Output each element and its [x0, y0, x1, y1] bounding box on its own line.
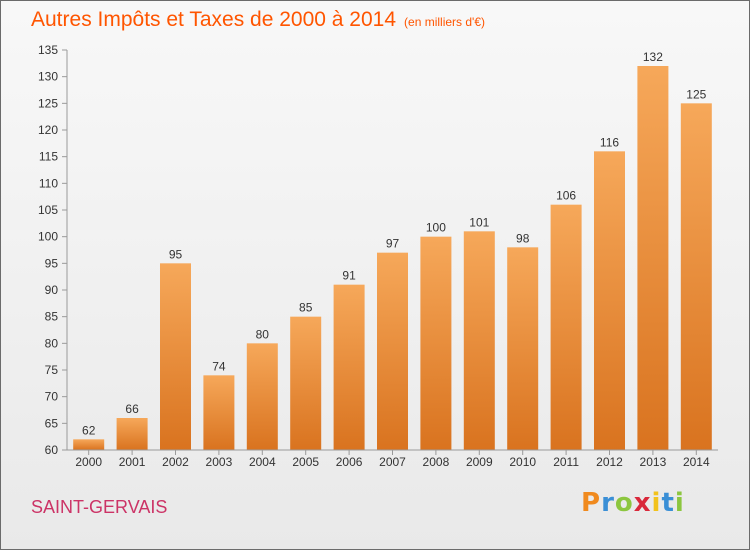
bar-value-label: 95: [169, 247, 183, 261]
chart-subtitle: (en milliers d'€): [404, 15, 486, 29]
x-tick-label: 2002: [162, 455, 189, 469]
bar: [550, 204, 582, 450]
y-tick-label: 95: [45, 256, 59, 270]
y-tick-label: 70: [45, 390, 59, 404]
bar: [420, 236, 452, 450]
x-tick-label: 2005: [292, 455, 319, 469]
bar: [507, 247, 539, 450]
bar: [160, 263, 191, 450]
y-tick-label: 120: [38, 123, 58, 137]
bar-value-label: 100: [426, 221, 446, 235]
y-tick-label: 125: [38, 96, 58, 110]
bar: [333, 284, 365, 450]
bar-value-label: 91: [342, 269, 356, 283]
brand-letter: i: [651, 488, 662, 518]
x-tick-label: 2014: [683, 455, 710, 469]
x-tick-label: 2011: [553, 455, 579, 469]
y-tick-label: 80: [45, 336, 59, 350]
x-tick-label: 2006: [336, 455, 363, 469]
bar-value-label: 74: [212, 359, 226, 373]
y-tick-label: 75: [45, 363, 59, 377]
bar-value-label: 106: [556, 189, 576, 203]
brand-letter: o: [614, 488, 634, 518]
y-tick-label: 130: [38, 70, 58, 84]
axes-group: 60 65 70 75 80 85 90 95 100 105 110 115 120 125 130 135…: [38, 43, 718, 469]
x-tick-label: 2000: [75, 455, 102, 469]
bar-value-label: 97: [386, 237, 400, 251]
chart-title: Autres Impôts et Taxes de 2000 à 2014 (en…: [31, 8, 485, 32]
brand-letter: t: [661, 488, 675, 518]
bar-value-label: 80: [256, 327, 270, 341]
bar: [290, 316, 322, 450]
y-tick-label: 110: [39, 176, 58, 190]
brand-letter: r: [601, 488, 615, 518]
bar: [637, 66, 669, 450]
y-tick-label: 115: [39, 150, 58, 164]
bar-value-label: 85: [299, 301, 313, 315]
bar: [246, 343, 278, 450]
x-tick-label: 2001: [119, 455, 146, 469]
y-tick-label: 85: [45, 310, 59, 324]
bar-value-label: 101: [469, 215, 489, 229]
bar: [594, 151, 625, 451]
brand-letter: P: [581, 488, 602, 518]
x-tick-label: 2012: [596, 455, 623, 469]
bar: [73, 439, 105, 450]
x-tick-label: 2013: [640, 455, 667, 469]
brand-logo: Proxiti: [581, 488, 685, 518]
bar-value-label: 62: [82, 423, 96, 437]
bar: [203, 375, 235, 450]
bar-value-label: 98: [516, 231, 530, 245]
bar-value-label: 132: [643, 50, 663, 64]
y-tick-label: 135: [38, 43, 58, 57]
x-tick-label: 2007: [379, 455, 406, 469]
bar-value-label: 116: [600, 135, 619, 149]
commune-name: SAINT-GERVAIS: [31, 497, 168, 517]
y-tick-label: 100: [38, 230, 58, 244]
x-tick-label: 2003: [206, 455, 233, 469]
bar: [116, 418, 148, 450]
bar: [377, 252, 408, 450]
bar: [463, 231, 495, 450]
x-tick-label: 2009: [466, 455, 493, 469]
brand-letter: x: [633, 488, 652, 518]
y-tick-label: 60: [45, 443, 59, 457]
y-tick-label: 90: [45, 283, 59, 297]
bars-group: 62 66 95 74 80 85 91 97 100 101 98 106 116 132 125: [73, 50, 712, 451]
bar: [680, 103, 712, 450]
x-tick-label: 2008: [423, 455, 450, 469]
chart-title-main: Autres Impôts et Taxes de 2000 à 2014: [31, 8, 397, 31]
brand-letter: i: [674, 488, 685, 518]
y-tick-label: 65: [45, 416, 59, 430]
y-tick-label: 105: [38, 203, 58, 217]
bar-value-label: 66: [125, 402, 139, 416]
x-tick-label: 2010: [509, 455, 536, 469]
x-tick-label: 2004: [249, 455, 276, 469]
bar-value-label: 125: [686, 87, 706, 101]
